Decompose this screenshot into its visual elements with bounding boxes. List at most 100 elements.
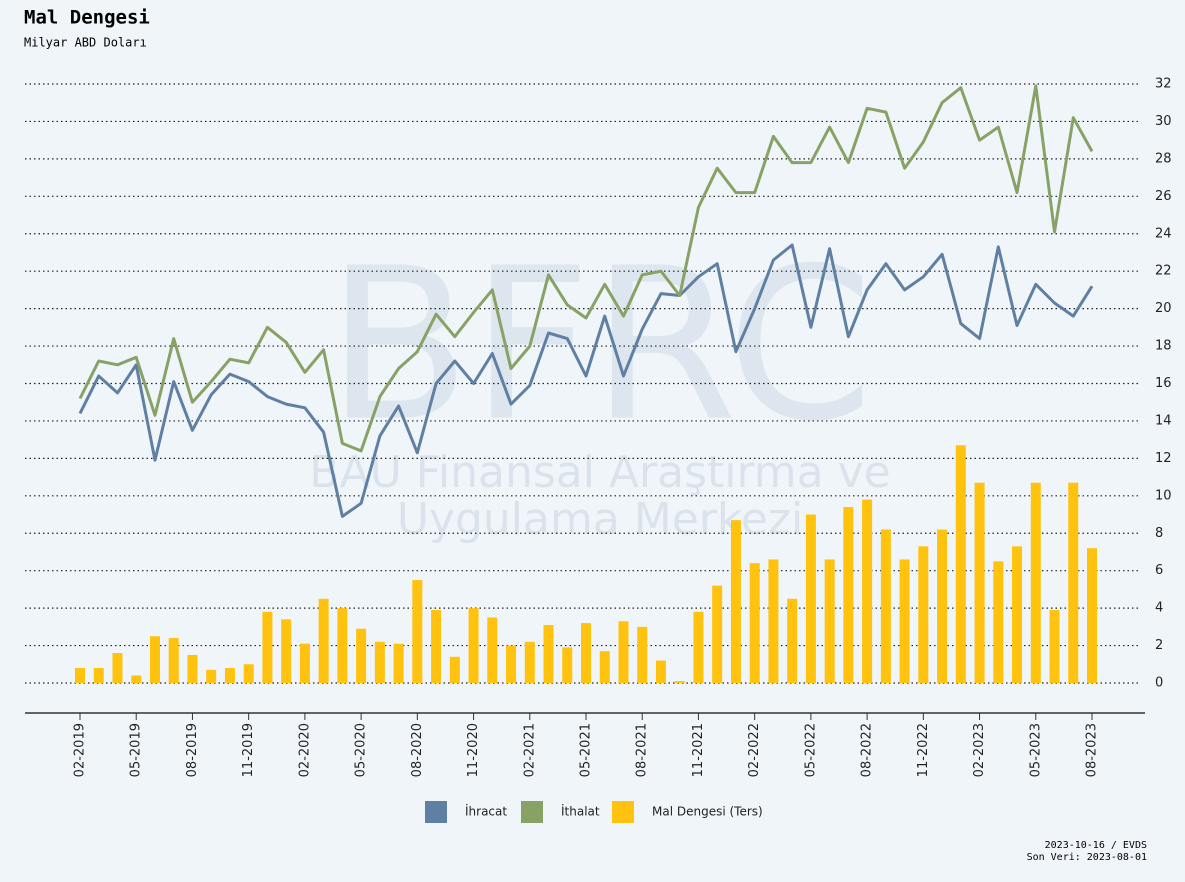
bar: [524, 641, 535, 683]
y-tick-label: 28: [1155, 151, 1172, 166]
bar: [506, 645, 517, 683]
x-tick-label: 02-2023: [972, 723, 987, 777]
bar: [1068, 482, 1079, 683]
bar: [206, 669, 217, 683]
legend-swatch: [521, 801, 543, 823]
bar: [543, 624, 554, 683]
chart-title: Mal Dengesi: [24, 7, 150, 29]
bar: [562, 647, 573, 683]
x-tick-label: 05-2023: [1028, 723, 1043, 777]
bar: [468, 608, 479, 683]
y-tick-label: 16: [1155, 376, 1172, 391]
bar: [787, 598, 798, 683]
bar: [1087, 548, 1097, 683]
bar: [168, 638, 179, 683]
bar: [655, 660, 666, 683]
bar: [730, 520, 741, 683]
x-tick-label: 08-2021: [635, 723, 650, 777]
bar: [299, 643, 310, 683]
x-tick-label: 08-2022: [860, 723, 875, 777]
watermark: BFRC: [327, 223, 874, 468]
legend-swatch: [425, 801, 447, 823]
legend-label: İthalat: [561, 804, 600, 819]
legend-label: Mal Dengesi (Ters): [652, 805, 763, 819]
x-tick-label: 11-2022: [916, 723, 931, 777]
bar: [281, 619, 292, 683]
bar: [356, 628, 367, 683]
y-tick-label: 14: [1155, 413, 1172, 428]
y-tick-label: 4: [1155, 601, 1163, 616]
bar: [581, 623, 591, 683]
x-tick-label: 05-2021: [579, 723, 594, 777]
x-tick-label: 02-2021: [522, 723, 537, 777]
bar: [374, 641, 385, 683]
bar: [599, 651, 610, 683]
bar: [224, 668, 235, 683]
y-tick-label: 20: [1155, 301, 1172, 316]
watermark: Uygulama Merkezi: [397, 494, 803, 545]
bar: [337, 608, 348, 683]
footer: 2023-10-16 / EVDS: [1045, 840, 1147, 851]
bar: [393, 643, 404, 683]
bar: [637, 626, 648, 683]
bar: [955, 445, 966, 683]
x-tick-label: 08-2023: [1085, 723, 1100, 777]
y-tick-label: 2: [1155, 638, 1163, 653]
y-tick-label: 24: [1155, 226, 1172, 241]
line: [78, 243, 1094, 518]
y-tick-label: 18: [1155, 339, 1172, 354]
bar: [899, 559, 910, 683]
bar: [880, 529, 891, 683]
x-tick-label: 05-2020: [354, 723, 369, 777]
y-tick-label: 0: [1155, 676, 1163, 691]
bar: [693, 611, 704, 683]
bar: [318, 598, 329, 683]
bar: [93, 668, 104, 683]
bar: [449, 656, 460, 683]
bar: [824, 559, 835, 683]
bar: [937, 529, 948, 683]
y-tick-label: 6: [1155, 563, 1163, 578]
y-tick-label: 26: [1155, 189, 1172, 204]
bar: [187, 654, 198, 683]
bar: [412, 580, 423, 683]
bar: [243, 664, 254, 683]
y-tick-label: 12: [1155, 451, 1172, 466]
y-tick-label: 32: [1155, 77, 1172, 92]
y-tick-label: 22: [1155, 264, 1172, 279]
bar: [768, 559, 779, 683]
bar: [75, 668, 85, 683]
x-tick-label: 08-2020: [410, 723, 425, 777]
x-tick-label: 11-2019: [241, 723, 256, 777]
line: [78, 84, 1094, 453]
bar: [843, 507, 854, 683]
footer: Son Veri: 2023-08-01: [1027, 852, 1147, 863]
bar: [805, 514, 816, 683]
chart-subtitle: Milyar ABD Doları: [24, 36, 147, 50]
bar: [918, 546, 929, 683]
x-tick-label: 11-2021: [691, 723, 706, 777]
y-tick-label: 8: [1155, 526, 1163, 541]
bar: [749, 563, 760, 683]
bar: [1049, 609, 1060, 683]
bar: [993, 561, 1004, 683]
bar: [262, 611, 273, 683]
x-tick-label: 11-2020: [466, 723, 481, 777]
bar: [1030, 482, 1041, 683]
bar: [618, 621, 629, 683]
x-tick-label: 08-2019: [185, 723, 200, 777]
bar: [431, 609, 442, 683]
bar: [487, 617, 498, 683]
legend-label: İhracat: [465, 804, 507, 819]
x-tick-label: 05-2022: [803, 723, 818, 777]
bar: [974, 482, 985, 683]
legend-swatch: [612, 801, 634, 823]
bar: [149, 636, 160, 683]
bar: [674, 681, 685, 683]
x-tick-label: 02-2020: [297, 723, 312, 777]
x-tick-label: 02-2022: [747, 723, 762, 777]
x-tick-label: 02-2019: [73, 723, 88, 777]
y-tick-label: 30: [1155, 114, 1172, 129]
